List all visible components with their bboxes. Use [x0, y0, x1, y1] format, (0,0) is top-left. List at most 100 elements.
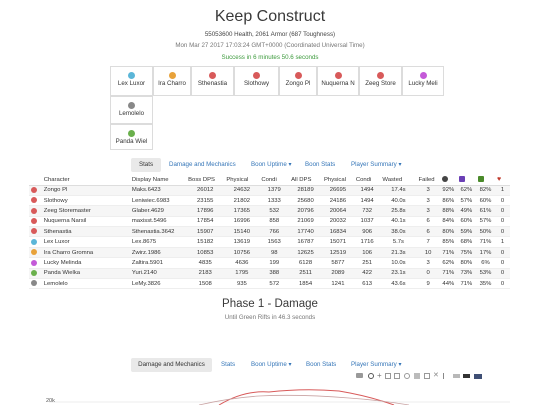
- quickness-cell: 57%: [456, 195, 476, 207]
- col-all-physical[interactable]: Physical: [322, 175, 354, 186]
- col-downed[interactable]: [439, 175, 457, 186]
- failed-cell: 3: [416, 205, 440, 217]
- table-header-row: Character Display Name Boss DPS Physical…: [29, 175, 510, 186]
- character-cell: Lex Luxor: [41, 236, 130, 248]
- boss-dps-cell: 17854: [186, 216, 225, 228]
- minus-icon[interactable]: [385, 373, 391, 379]
- phase-damage-chart: [49, 389, 510, 405]
- character-cell: Sthenastia: [41, 226, 130, 238]
- downed-cell: 62%: [439, 257, 457, 269]
- pan-icon[interactable]: [414, 373, 420, 379]
- plus-icon[interactable]: +: [377, 371, 382, 380]
- tab-player-summary[interactable]: Player Summary ▾: [351, 361, 402, 368]
- player-box-zongo-pl[interactable]: Zongo Pl: [279, 66, 317, 96]
- profession-icon: [31, 259, 37, 266]
- profession-icon: [31, 197, 37, 204]
- failed-cell: 6: [416, 216, 440, 228]
- table-row: Slothowy Leniwiec.6983 23155 21802 1333 25680…: [29, 195, 510, 207]
- all-physical-cell: 12519: [322, 247, 354, 259]
- table-row: Sthenastia Sthenastia.3642 15907 15140 766 17…: [29, 226, 510, 238]
- lucky-meli-icon: [419, 72, 427, 79]
- tab-damage-mechanics[interactable]: Damage and Mechanics: [131, 358, 212, 372]
- player-box-zeeg-store[interactable]: Zeeg Store: [359, 66, 402, 96]
- autoscale-icon[interactable]: [424, 373, 430, 379]
- character-cell: Lucky Melinda: [41, 257, 130, 269]
- col-deaths[interactable]: ♥: [495, 175, 510, 186]
- col-boss-dps[interactable]: Boss DPS: [186, 175, 225, 186]
- all-physical-cell: 20064: [322, 205, 354, 217]
- table-row: Lex Luxor Lex.8675 15182 13619 1563 16787 1507…: [29, 236, 510, 248]
- wasted-cell: 43.6s: [380, 278, 417, 290]
- player-name: Zeeg Store: [365, 80, 396, 87]
- all-dps-cell: 1854: [289, 278, 322, 290]
- player-box-panda-wiel[interactable]: Panda Wiel: [110, 124, 153, 150]
- tab-boon-stats[interactable]: Boon Stats: [306, 361, 337, 368]
- condi-cell: 858: [259, 216, 290, 228]
- condi-cell: 388: [259, 268, 290, 280]
- downed-cell: 85%: [439, 236, 457, 248]
- character-cell: Lemolelo: [41, 278, 130, 290]
- plotly-logo-icon[interactable]: [474, 374, 482, 379]
- tab-stats[interactable]: Stats: [131, 158, 161, 172]
- might-cell: 50%: [475, 226, 496, 238]
- col-might[interactable]: [475, 175, 496, 186]
- tab-boon-stats[interactable]: Boon Stats: [305, 161, 336, 168]
- player-box-lemolelo[interactable]: Lemolelo: [110, 96, 153, 124]
- lasso-icon[interactable]: [404, 373, 410, 379]
- deaths-cell: 0: [495, 257, 510, 269]
- profession-icon-cell: [29, 278, 42, 290]
- spike-lines-icon[interactable]: [443, 373, 447, 379]
- col-quickness[interactable]: [456, 175, 476, 186]
- table-row: Zeeg Storemaster Glaber.4629 17896 17365 532…: [29, 205, 510, 217]
- col-all-dps[interactable]: All DPS: [289, 175, 322, 186]
- select-box-icon[interactable]: [394, 373, 400, 379]
- player-box-slothowy[interactable]: Slothowy: [234, 66, 279, 96]
- player-box-ira-charro[interactable]: Ira Charro: [153, 66, 191, 96]
- tab-player-summary[interactable]: Player Summary ▾: [351, 161, 402, 168]
- col-wasted[interactable]: Wasted: [380, 175, 417, 186]
- failed-cell: 9: [416, 278, 440, 290]
- might-cell: 35%: [475, 278, 496, 290]
- tab-boon-uptime[interactable]: Boon Uptime ▾: [251, 161, 292, 168]
- hover-closest-icon[interactable]: [453, 374, 460, 378]
- camera-icon[interactable]: [356, 373, 363, 378]
- col-failed[interactable]: Failed: [416, 175, 440, 186]
- downed-cell: 71%: [439, 268, 457, 280]
- all-dps-cell: 25680: [289, 195, 322, 207]
- hover-compare-icon[interactable]: [463, 374, 470, 378]
- all-condi-cell: 1716: [353, 236, 381, 248]
- boss-dps-cell: 10853: [186, 247, 225, 259]
- phase-subtitle: Until Green Rifts in 46.3 seconds: [224, 314, 316, 321]
- tab-boon-uptime[interactable]: Boon Uptime ▾: [251, 361, 292, 368]
- player-box-lucky-meli[interactable]: Lucky Meli: [402, 66, 444, 96]
- all-dps-cell: 12625: [289, 247, 322, 259]
- all-condi-cell: 906: [353, 226, 381, 238]
- encounter-date: Mon Mar 27 2017 17:03:24 GMT+0000 (Coord…: [175, 42, 365, 49]
- wasted-cell: 21.3s: [380, 247, 417, 259]
- display-name-cell: maxisst.5496: [129, 216, 187, 228]
- deaths-cell: 0: [495, 278, 510, 290]
- wasted-cell: 10.0s: [380, 257, 417, 269]
- encounter-result: Success in 6 minutes 50.6 seconds: [221, 54, 319, 61]
- col-display-name[interactable]: Display Name: [129, 175, 187, 186]
- zoom-icon[interactable]: [368, 373, 374, 379]
- col-physical[interactable]: Physical: [224, 175, 260, 186]
- tab-damage-mechanics[interactable]: Damage and Mechanics: [169, 161, 236, 168]
- table-row: Zongo Pl Maks.6423 26012 24632 1379 28189 2669…: [29, 185, 510, 196]
- quickness-cell: 59%: [456, 226, 476, 238]
- boss-dps-cell: 17896: [186, 205, 225, 217]
- reset-axes-icon[interactable]: ✕: [433, 372, 439, 379]
- col-character[interactable]: Character: [41, 175, 130, 186]
- deaths-cell: 0: [495, 226, 510, 238]
- player-name: Lex Luxor: [117, 80, 146, 87]
- player-box-sthenastia[interactable]: Sthenastia: [191, 66, 234, 96]
- all-dps-cell: 2511: [289, 268, 322, 280]
- player-box-nuquerna[interactable]: Nuquerna N: [317, 66, 359, 96]
- col-all-condi[interactable]: Condi: [353, 175, 381, 186]
- physical-cell: 21802: [224, 195, 260, 207]
- condi-cell: 98: [259, 247, 290, 259]
- might-cell: 6%: [475, 257, 496, 269]
- tab-stats[interactable]: Stats: [221, 361, 236, 368]
- col-condi[interactable]: Condi: [259, 175, 290, 186]
- player-box-lex-luxor[interactable]: Lex Luxor: [110, 66, 153, 96]
